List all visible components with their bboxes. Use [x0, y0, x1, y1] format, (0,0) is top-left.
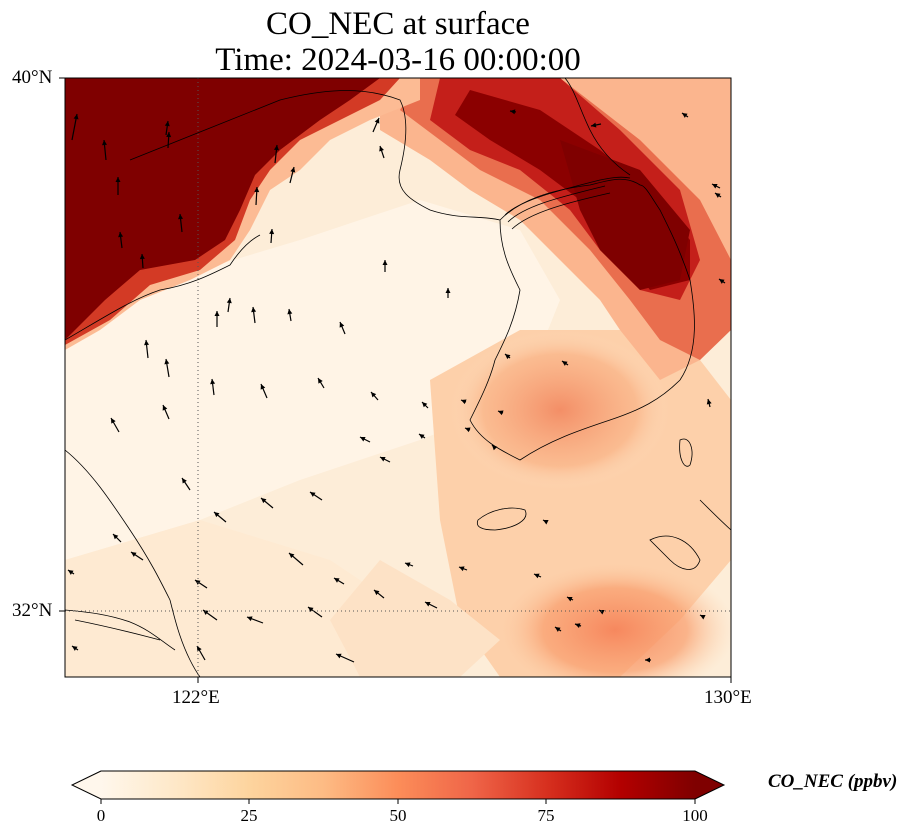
wind-arrow-head: [214, 311, 220, 316]
wind-arrow-head: [445, 288, 451, 293]
wind-arrow-head: [182, 478, 187, 484]
wind-arrow-head: [380, 457, 386, 462]
wind-arrow-head: [226, 298, 232, 304]
wind-arrow-head: [162, 405, 168, 411]
wind-arrows: [67, 109, 726, 663]
map-frame: [64, 77, 732, 678]
wind-arrow-head: [382, 260, 388, 265]
wind-arrow-head: [599, 610, 605, 615]
colorbar-extend-max: [695, 771, 724, 799]
wind-arrow-head: [164, 121, 170, 127]
concentration-field: [65, 78, 731, 677]
wind-arrow-head: [203, 610, 209, 615]
colorbar: [70, 770, 726, 804]
wind-arrow-head: [247, 616, 253, 622]
wind-arrow-head: [210, 379, 216, 385]
wind-arrow-head: [308, 607, 314, 612]
wind-arrow-head: [374, 590, 380, 596]
wind-arrow-head: [73, 114, 79, 120]
wind-arrow-head: [251, 307, 257, 313]
wind-arrow-head: [419, 434, 425, 439]
wind-arrow-head: [719, 279, 725, 284]
colorbar-extend-min: [72, 771, 101, 799]
wind-arrow-head: [510, 109, 516, 115]
wind-arrow-head: [591, 122, 597, 128]
colorbar-tick-75: 75: [537, 806, 555, 825]
wind-arrow-head: [715, 193, 721, 198]
colorbar-gradient: [101, 771, 695, 799]
wind-arrow-head: [492, 445, 498, 451]
wind-arrow-head: [422, 402, 428, 408]
wind-arrow-head: [139, 254, 145, 260]
wind-arrow-head: [287, 309, 293, 315]
wind-arrow-head: [534, 573, 540, 579]
wind-arrow-head: [214, 512, 220, 518]
wind-arrow-head: [261, 498, 267, 504]
wind-arrow-head: [567, 597, 573, 602]
wind-arrow-head: [379, 146, 384, 152]
wind-arrow-head: [310, 492, 316, 497]
wind-arrow-head: [706, 399, 712, 405]
wind-arrow-head: [290, 167, 296, 173]
wind-arrow-head: [700, 615, 706, 620]
wind-arrow-head: [118, 232, 124, 238]
wind-arrow-head: [102, 140, 107, 146]
wind-arrow-head: [111, 418, 116, 424]
wind-arrow-head: [178, 214, 184, 220]
wind-arrow-head: [289, 553, 295, 559]
wind-arrow-head: [318, 378, 323, 384]
wind-arrow-head: [645, 657, 650, 663]
wind-arrow-head: [371, 392, 377, 398]
wind-arrow-head: [144, 340, 150, 346]
wind-arrow-head: [339, 322, 345, 328]
wind-arrow-head: [72, 646, 78, 651]
wind-arrow-head: [131, 552, 137, 557]
wind-arrow-head: [374, 118, 380, 124]
wind-arrow-head: [405, 562, 411, 568]
wind-arrow-head: [543, 520, 549, 525]
wind-arrow-head: [555, 627, 561, 632]
wind-arrow-head: [459, 566, 465, 572]
wind-arrow-head: [164, 359, 170, 365]
wind-arrow-head: [712, 184, 718, 189]
wind-arrow-head: [336, 653, 342, 659]
wind-arrow-head: [425, 602, 431, 607]
wind-arrow-head: [166, 132, 172, 138]
map-title-line1: CO_NEC at surface: [266, 6, 530, 42]
colorbar-tick-25: 25: [240, 806, 258, 825]
wind-arrow-head: [562, 361, 568, 366]
wind-arrow-head: [682, 113, 688, 118]
wind-arrow-head: [334, 578, 340, 583]
wind-arrow-head: [498, 410, 504, 416]
wind-arrow-head: [465, 427, 471, 433]
colorbar-label: CO_NEC (ppbv): [768, 771, 898, 792]
wind-arrow-head: [115, 177, 121, 182]
wind-arrow-head: [68, 570, 74, 575]
lon-label-122e: 122°E: [172, 687, 220, 708]
wind-arrow-head: [575, 623, 581, 628]
colorbar-tick-50: 50: [389, 806, 407, 825]
wind-arrow-head: [273, 145, 279, 151]
wind-arrow-head: [360, 437, 366, 442]
wind-arrow-head: [461, 399, 467, 405]
map-title-line2: Time: 2024-03-16 00:00:00: [215, 42, 581, 78]
wind-arrow-head: [113, 534, 119, 540]
lat-label-32n: 32°N: [12, 600, 53, 621]
coastlines: [65, 78, 731, 677]
colorbar-tick-100: 100: [682, 806, 708, 825]
wind-arrow-head: [254, 187, 260, 193]
lon-label-130e: 130°E: [704, 687, 752, 708]
lat-label-40n: 40°N: [12, 67, 53, 88]
wind-arrow-head: [260, 384, 266, 390]
wind-arrow-head: [505, 354, 511, 360]
wind-arrow-head: [269, 229, 275, 235]
colorbar-tick-0: 0: [96, 806, 106, 825]
